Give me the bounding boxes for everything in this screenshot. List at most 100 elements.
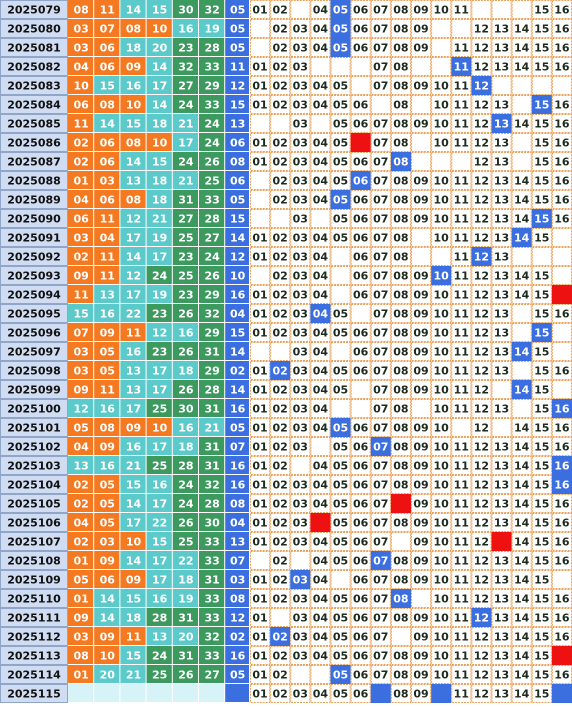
dist-cell	[390, 494, 411, 513]
dist-cell	[511, 57, 532, 76]
dist-cell	[290, 608, 311, 627]
dist-number: 07	[373, 479, 388, 492]
dist-number: 13	[494, 61, 509, 74]
red-ball: 26	[204, 156, 220, 169]
blue-ball-cell	[225, 627, 249, 645]
dist-number: 09	[413, 631, 428, 644]
issue: 2025104	[7, 479, 61, 492]
dist-cell	[531, 342, 552, 361]
dist-cell	[431, 247, 452, 266]
dist-cell	[330, 19, 351, 38]
dist-number: 11	[454, 118, 469, 131]
dist-cell	[471, 494, 492, 513]
red-ball: 06	[100, 574, 116, 587]
dist-number: 15	[534, 346, 549, 359]
dist-cell	[350, 38, 371, 57]
dist-cell	[491, 190, 512, 209]
dist-cell	[370, 532, 391, 551]
dist-cell	[531, 247, 552, 266]
dist-cell	[330, 494, 351, 513]
dist-number: 01	[252, 574, 267, 587]
dist-number: 01	[252, 593, 267, 606]
red-ball-cell	[120, 437, 146, 455]
dist-cell	[310, 418, 331, 437]
red-ball: 32	[178, 61, 193, 74]
dist-cell	[270, 475, 291, 494]
dist-cell	[531, 266, 552, 285]
dist-number: 05	[333, 460, 348, 473]
red-ball: 15	[152, 4, 167, 17]
dist-cell	[390, 19, 411, 38]
dist-number: 16	[554, 441, 570, 454]
red-ball-cell	[120, 57, 146, 75]
dist-number: 12	[474, 289, 489, 302]
dist-number: 01	[252, 517, 267, 530]
blue-ball: 15	[230, 213, 245, 226]
dist-number: 10	[434, 365, 450, 378]
dist-number: 11	[454, 441, 469, 454]
dist-cell	[310, 665, 331, 684]
dist-cell	[350, 0, 371, 19]
dist-cell	[531, 437, 552, 456]
dist-number: 15	[534, 270, 549, 283]
blue-ball: 03	[230, 574, 245, 587]
red-ball: 17	[126, 289, 141, 302]
dist-cell	[330, 228, 351, 247]
red-ball: 19	[204, 23, 219, 36]
dist-number: 12	[474, 23, 489, 36]
dist-cell	[411, 665, 432, 684]
red-ball-cell	[120, 627, 146, 645]
dist-number: 05	[333, 175, 348, 188]
red-ball: 31	[178, 612, 193, 625]
dist-number: 13	[494, 175, 509, 188]
dist-cell	[471, 247, 492, 266]
dist-number: 08	[393, 156, 408, 169]
red-ball: 18	[152, 118, 167, 131]
red-ball-cell	[120, 0, 146, 18]
dist-number: 07	[373, 232, 388, 245]
dist-number: 03	[293, 612, 308, 625]
dist-number: 04	[313, 422, 329, 435]
dist-number: 11	[454, 631, 469, 644]
dist-cell	[511, 475, 532, 494]
dist-number: 02	[273, 23, 288, 36]
dist-cell	[350, 342, 371, 361]
dist-number: 02	[273, 308, 288, 321]
dist-number: 04	[313, 99, 329, 112]
dist-cell	[390, 627, 411, 646]
red-ball-cell	[94, 589, 120, 607]
blue-ball-cell	[225, 304, 249, 322]
dist-cell	[451, 152, 472, 171]
dist-cell	[330, 114, 351, 133]
red-ball: 06	[100, 156, 116, 169]
dist-cell	[431, 665, 452, 684]
dist-number: 03	[293, 137, 308, 150]
dist-cell	[451, 285, 472, 304]
dist-number: 16	[554, 479, 570, 492]
red-ball: 29	[204, 327, 219, 340]
dist-number: 09	[413, 384, 428, 397]
dist-cell	[390, 190, 411, 209]
red-ball-cell	[172, 133, 198, 151]
red-ball: 32	[204, 4, 219, 17]
dist-number: 08	[393, 384, 408, 397]
dist-number: 15	[534, 42, 549, 55]
dist-number: 11	[454, 251, 469, 264]
dist-cell	[250, 76, 271, 95]
red-ball: 09	[100, 327, 115, 340]
red-ball: 17	[126, 517, 141, 530]
dist-cell	[531, 627, 552, 646]
dist-number: 05	[333, 612, 348, 625]
dist-cell	[411, 228, 432, 247]
dist-number: 03	[293, 308, 308, 321]
dist-cell	[250, 323, 271, 342]
dist-cell	[491, 684, 512, 703]
dist-cell	[350, 19, 371, 38]
red-ball-cell	[199, 38, 225, 56]
red-ball-cell	[146, 684, 172, 702]
red-ball: 28	[152, 612, 167, 625]
dist-cell	[270, 133, 291, 152]
dist-cell	[250, 665, 271, 684]
dist-cell	[310, 209, 331, 228]
red-ball-cell	[120, 589, 146, 607]
